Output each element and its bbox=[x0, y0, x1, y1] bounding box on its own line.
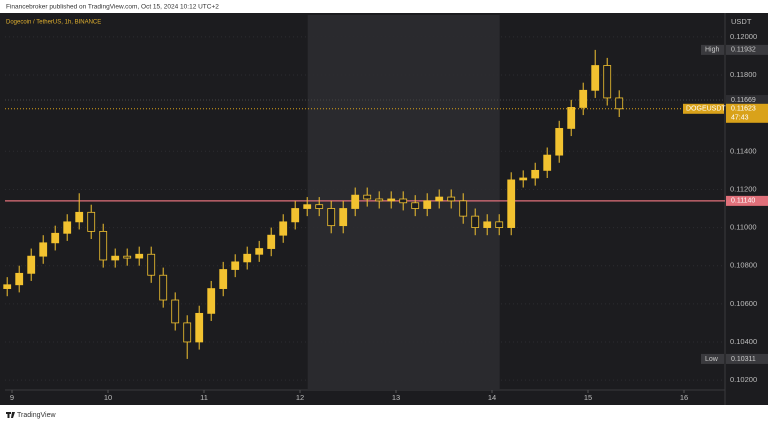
candle-body bbox=[507, 179, 516, 228]
candle-body bbox=[123, 255, 132, 259]
level-name: High bbox=[705, 47, 720, 54]
candle-body bbox=[315, 204, 324, 209]
candle-body bbox=[3, 284, 12, 289]
candle-body bbox=[63, 221, 72, 234]
level-name-tag bbox=[701, 353, 724, 364]
footer-bar bbox=[0, 405, 768, 425]
candle-body bbox=[303, 204, 312, 209]
candle-body bbox=[87, 211, 96, 232]
candle-body bbox=[51, 232, 60, 244]
candle-body bbox=[243, 253, 252, 263]
y-tick-label: 0.12000 bbox=[730, 32, 757, 41]
candle-body bbox=[375, 198, 384, 202]
level-value-tag bbox=[726, 44, 768, 55]
price-value: 0.11623 bbox=[731, 106, 756, 113]
x-tick-label: 13 bbox=[392, 393, 400, 402]
x-tick-label: 14 bbox=[488, 393, 496, 402]
candle-body bbox=[351, 194, 360, 209]
y-tick-label: 0.10800 bbox=[730, 261, 757, 270]
y-unit: USDT bbox=[731, 17, 752, 26]
plot bbox=[3, 13, 726, 405]
candle-body bbox=[171, 299, 180, 324]
y-tick-label: 0.11800 bbox=[730, 70, 757, 79]
publisher: Financebroker published on TradingView.c… bbox=[6, 4, 219, 11]
candle-body bbox=[279, 221, 288, 236]
candle-body bbox=[219, 269, 228, 289]
candle-body bbox=[27, 255, 36, 274]
level-name: Low bbox=[705, 356, 719, 363]
candle-body bbox=[423, 200, 432, 209]
candle-body bbox=[183, 322, 192, 343]
level-value-tag bbox=[726, 353, 768, 364]
candle-body bbox=[579, 89, 588, 108]
x-tick-label: 16 bbox=[680, 393, 688, 402]
candle-body bbox=[567, 107, 576, 129]
prev-tag bbox=[726, 95, 768, 106]
candle-body bbox=[255, 248, 264, 255]
candle-body bbox=[483, 221, 492, 228]
candle-body bbox=[363, 194, 372, 200]
y-tick-label: 0.11400 bbox=[730, 146, 757, 155]
candle-body bbox=[615, 97, 624, 110]
y-tick-label: 0.10200 bbox=[730, 375, 757, 384]
x-tick-label: 9 bbox=[10, 393, 14, 402]
chart-title: Dogecoin / TetherUS, 1h, BINANCE bbox=[6, 20, 101, 26]
candle-body bbox=[291, 208, 300, 223]
y-tick-label: 0.11200 bbox=[730, 184, 757, 193]
x-tick-label: 10 bbox=[104, 393, 112, 402]
candle-body bbox=[435, 196, 444, 202]
countdown: 47:43 bbox=[731, 115, 749, 122]
level-tag bbox=[726, 195, 768, 206]
y-tick-label: 0.10400 bbox=[730, 337, 757, 346]
candle-body bbox=[555, 128, 564, 156]
candle-body bbox=[459, 200, 468, 217]
candle-body bbox=[543, 154, 552, 171]
candle-body bbox=[207, 288, 216, 314]
candle-body bbox=[267, 234, 276, 249]
candle-body bbox=[519, 177, 528, 181]
candle-body bbox=[111, 255, 120, 261]
candle-body bbox=[531, 169, 540, 179]
candle-body bbox=[39, 242, 48, 257]
level-value: 0.10311 bbox=[731, 356, 756, 363]
candle-body bbox=[495, 221, 504, 228]
candle-body bbox=[195, 312, 204, 343]
header-bar bbox=[0, 0, 768, 13]
candle-body bbox=[135, 253, 144, 259]
x-tick-label: 15 bbox=[584, 393, 592, 402]
footer-brand: TradingView bbox=[17, 412, 56, 419]
candle-body bbox=[411, 202, 420, 209]
level-name-tag bbox=[701, 44, 724, 55]
level-value: 0.11932 bbox=[731, 47, 756, 54]
level-tag-label: 0.11140 bbox=[731, 198, 755, 205]
y-tick-label: 0.11000 bbox=[730, 223, 757, 232]
candle-body bbox=[327, 208, 336, 227]
candle-body bbox=[471, 215, 480, 228]
prev-tag-label: 0.11669 bbox=[731, 97, 756, 104]
price-name-tag bbox=[683, 103, 724, 114]
x-tick-label: 12 bbox=[296, 393, 304, 402]
candle-body bbox=[231, 261, 240, 270]
candle-body bbox=[15, 272, 24, 286]
candle-body bbox=[147, 253, 156, 276]
candle-body bbox=[387, 198, 396, 202]
candle-body bbox=[339, 208, 348, 227]
price-tag bbox=[726, 103, 768, 123]
candle-body bbox=[75, 211, 84, 223]
candle-body bbox=[99, 230, 108, 261]
price-name: DOGEUSDT bbox=[686, 106, 726, 113]
candle-body bbox=[399, 198, 408, 204]
candle-body bbox=[603, 65, 612, 99]
candle-body bbox=[591, 65, 600, 91]
x-tick-label: 11 bbox=[200, 393, 208, 402]
candle-body bbox=[159, 274, 168, 301]
logo bbox=[6, 412, 15, 418]
candle-body bbox=[447, 196, 456, 202]
y-tick-label: 0.10600 bbox=[730, 299, 757, 308]
